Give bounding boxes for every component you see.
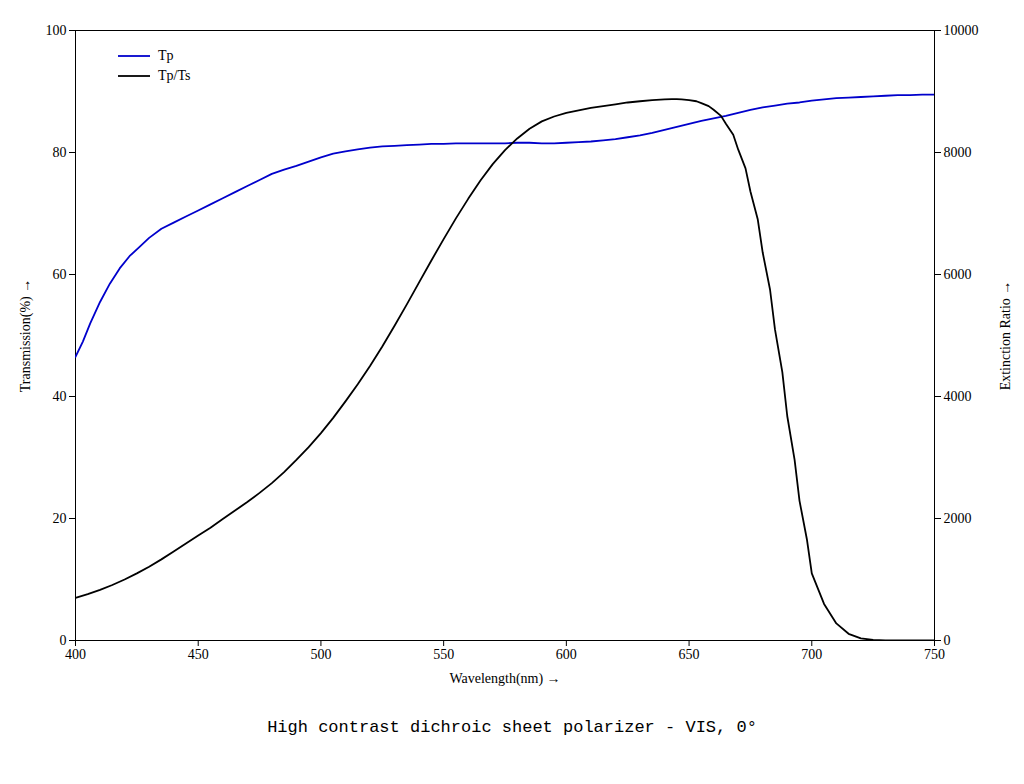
svg-text:8000: 8000 <box>944 145 972 160</box>
html-text:High contrast dichroic sheet p: High contrast dichroic sheet polarizer -… <box>267 718 757 737</box>
svg-text:80: 80 <box>53 145 67 160</box>
svg-text:Extinction Ratio →: Extinction Ratio → <box>998 281 1013 391</box>
svg-text:6000: 6000 <box>944 267 972 282</box>
svg-text:600: 600 <box>556 647 577 662</box>
svg-text:0: 0 <box>944 633 951 648</box>
svg-text:450: 450 <box>188 647 209 662</box>
svg-text:750: 750 <box>924 647 945 662</box>
html-text:Tp/Ts: Tp/Ts <box>157 68 191 84</box>
svg-text:Transmission(%) →: Transmission(%) → <box>18 279 34 392</box>
svg-text:400: 400 <box>65 647 86 662</box>
svg-text:0: 0 <box>60 633 67 648</box>
svg-text:20: 20 <box>53 511 67 526</box>
svg-text:550: 550 <box>433 647 454 662</box>
svg-text:2000: 2000 <box>944 511 972 526</box>
svg-text:60: 60 <box>53 267 67 282</box>
svg-text:500: 500 <box>310 647 331 662</box>
svg-text:4000: 4000 <box>944 389 972 404</box>
svg-text:40: 40 <box>53 389 67 404</box>
svg-text:700: 700 <box>801 647 822 662</box>
svg-text:10000: 10000 <box>944 23 979 38</box>
svg-text:650: 650 <box>679 647 700 662</box>
svg-text:100: 100 <box>46 23 67 38</box>
html-text:Tp: Tp <box>157 48 174 64</box>
svg-text:Wavelength(nm) →: Wavelength(nm) → <box>449 671 560 687</box>
